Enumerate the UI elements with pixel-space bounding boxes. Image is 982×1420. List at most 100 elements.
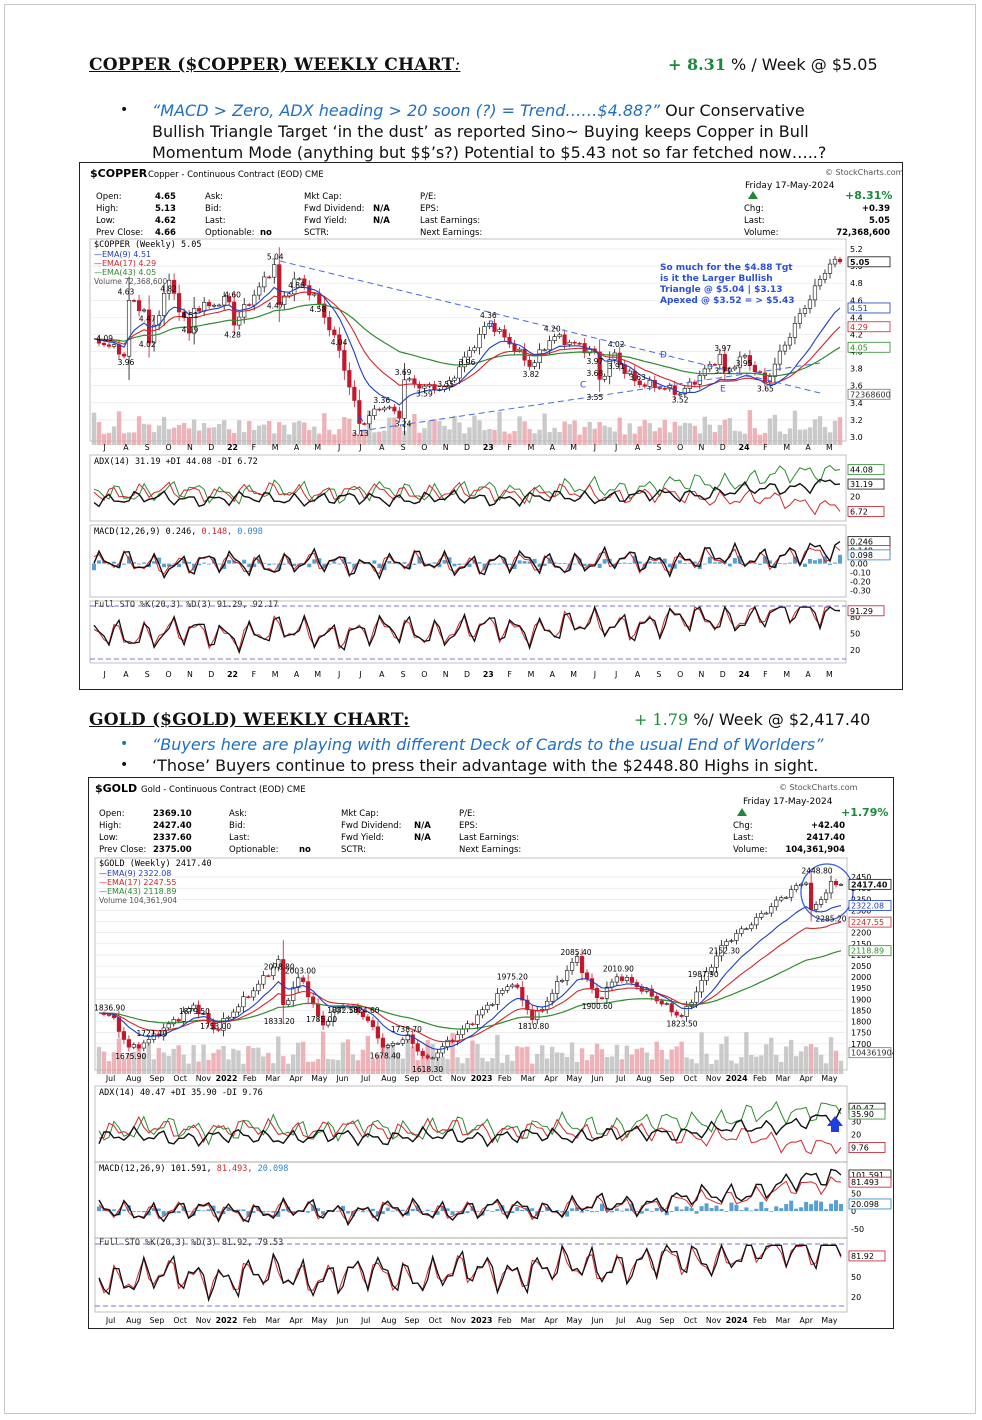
volume-bar: [452, 415, 457, 445]
candle-body: [480, 1009, 485, 1016]
volume-bar: [762, 432, 768, 445]
volume-bar: [352, 432, 357, 445]
volume-bar: [679, 1041, 684, 1074]
x-tick-label: M: [783, 443, 790, 452]
macd-hist-bar: [277, 563, 282, 570]
last-value: 5.05: [869, 216, 890, 226]
price-tag-box: [848, 916, 892, 928]
x-tick-label: Mar: [776, 1316, 792, 1325]
candle-body: [111, 344, 117, 347]
volume-bar: [282, 424, 287, 445]
volume-bar: [552, 427, 557, 445]
last-label: Last:: [744, 216, 765, 226]
candle-body: [395, 1043, 400, 1045]
candle-body: [709, 966, 714, 973]
x-tick-label: Apr: [799, 1074, 813, 1083]
volume-bar: [156, 1048, 161, 1074]
price-point-label: 1833.20: [264, 1017, 295, 1026]
x-tick-label: 22: [227, 670, 238, 679]
copper-price-panel: 4.09 3.96 4.63 4.47 4.02 4.82 4.19 4.51 4.60 4.28…: [89, 238, 891, 445]
fwd-yield-value: N/A: [373, 216, 390, 226]
macd-hist-bar: [490, 1211, 495, 1212]
volume-bar: [832, 420, 838, 445]
candle-body: [415, 1043, 420, 1052]
x-tick-label: May: [821, 1316, 838, 1325]
candle-body: [197, 308, 202, 312]
volume-bar: [482, 430, 487, 445]
macd-hist-bar: [704, 1203, 709, 1212]
macd-hist-bar: [226, 1207, 231, 1212]
price-tag-label: 5.05: [850, 258, 870, 267]
volume-bar: [297, 420, 302, 445]
volume-bar: [412, 413, 417, 445]
adx-tag-box: [847, 464, 885, 476]
macd-hist-bar: [614, 1208, 619, 1212]
macd-hist-bar: [532, 558, 537, 564]
candle-body: [261, 975, 266, 985]
x-tick-label: Jun: [335, 1074, 348, 1083]
volume-bar: [649, 1059, 654, 1074]
macd-hist-bar: [97, 560, 102, 564]
fwd-yield-value: N/A: [414, 833, 431, 843]
macd-hist-bar: [674, 1206, 679, 1212]
macd-hist-bar: [512, 563, 517, 569]
volume-bar: [744, 1032, 749, 1074]
volume-bar: [96, 1046, 102, 1074]
volume-bar: [470, 1040, 475, 1074]
candle-body: [717, 354, 722, 365]
macd-hist-bar: [137, 563, 142, 565]
volume-bar: [602, 425, 607, 445]
volume-bar: [447, 429, 452, 445]
candle-body: [677, 393, 682, 396]
legend-ema9: —EMA(9) 4.51: [94, 250, 151, 259]
x-tick-label: N: [443, 443, 449, 452]
price-point-label: 4.86: [288, 281, 305, 290]
price-point-label: 3.59: [416, 390, 433, 399]
candle-body: [507, 336, 512, 345]
volume-bar: [221, 420, 227, 445]
candle-body: [126, 1039, 131, 1048]
prev-close-label: Prev Close:: [99, 845, 146, 855]
volume-bar: [407, 423, 412, 445]
candle-body: [542, 349, 547, 352]
copper-macd-line: [93, 541, 841, 580]
x-tick-label: Jun: [590, 1074, 603, 1083]
gold-chart-header: $GOLD Gold - Continuous Contract (EOD) C…: [95, 782, 888, 855]
candle-body: [397, 410, 402, 419]
x-tick-label: S: [145, 443, 150, 452]
volume-bar: [266, 1052, 271, 1074]
gold-perf-value: + 1.79: [634, 710, 689, 729]
volume-bar: [757, 434, 763, 445]
macd-tick-label: -0.20: [850, 578, 871, 587]
macd-hist-bar: [707, 556, 712, 564]
fwd-div-label: Fwd Dividend:: [341, 821, 402, 831]
macd-hist-bar: [619, 1210, 624, 1212]
macd-hist-bar: [430, 1211, 435, 1213]
price-point-label: 4.58: [309, 305, 326, 314]
candle-body: [637, 380, 642, 386]
volume-bar: [126, 432, 132, 445]
candle-body: [589, 978, 595, 989]
annotation-line: So much for the $4.88 Tgt: [660, 263, 793, 273]
x-tick-label: Apr: [544, 1074, 558, 1083]
macd-hist-bar: [654, 1207, 659, 1212]
macd-hist-bar: [642, 563, 647, 568]
volume-bar: [717, 424, 723, 445]
volume-bar: [231, 1048, 236, 1074]
volume-bar: [507, 433, 512, 445]
volume-bar: [637, 426, 642, 445]
volume-bar: [582, 427, 587, 445]
macd-hist-bar: [152, 561, 157, 564]
copper-adx-legend: ADX(14) 31.19 +DI 44.08 -DI 6.72: [94, 457, 258, 467]
candle-body: [777, 350, 783, 365]
high-value: 2427.40: [153, 821, 192, 831]
macd-hist-bar: [540, 1211, 545, 1212]
volume-bar: [91, 412, 97, 445]
candle-body: [445, 1039, 450, 1047]
candle-body: [629, 977, 634, 983]
x-tick-label: Sep: [405, 1316, 420, 1325]
volume-bar: [632, 433, 637, 445]
volume-bar: [559, 1052, 565, 1074]
y-tick-label: 1950: [851, 984, 871, 993]
volume-bar: [246, 1045, 251, 1074]
